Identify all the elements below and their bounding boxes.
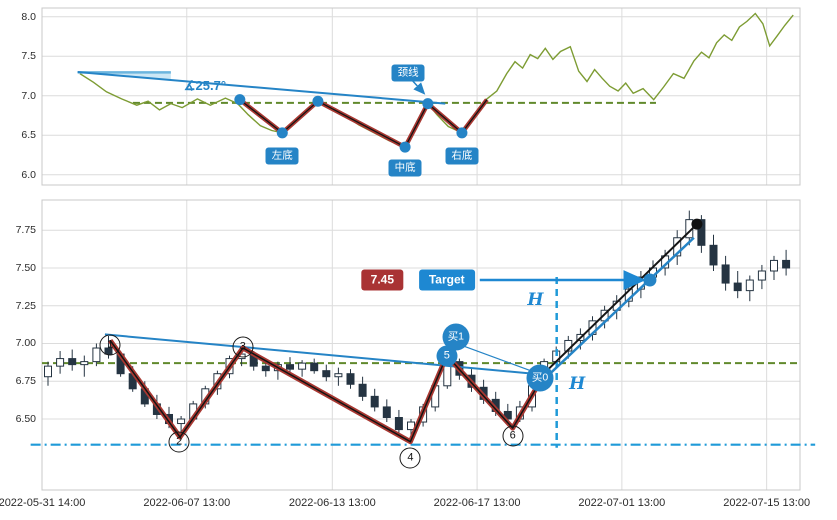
h-distance-upper-label: H xyxy=(527,289,544,310)
angle-annotation: ∡25.7° xyxy=(183,78,227,94)
target-box: Target xyxy=(418,269,475,291)
pivot-circle-2: 2 xyxy=(168,431,190,453)
pivot-circle-6: 6 xyxy=(502,425,524,447)
h-distance-lower-label: H xyxy=(569,374,586,395)
target-price-box: 7.45 xyxy=(361,269,404,291)
buy1-marker: 买1 xyxy=(442,323,470,351)
buy0-marker: 买0 xyxy=(526,364,554,392)
pivot-circle-3: 3 xyxy=(232,336,254,357)
left-bottom-label: 左底 xyxy=(265,147,299,165)
pivot-circle-4: 4 xyxy=(399,447,421,469)
right-bottom-label: 右底 xyxy=(445,147,479,165)
middle-bottom-label: 中底 xyxy=(388,159,422,177)
pivot-circle-1: 1 xyxy=(99,334,121,356)
neckline-label: 颈线 xyxy=(391,64,425,82)
